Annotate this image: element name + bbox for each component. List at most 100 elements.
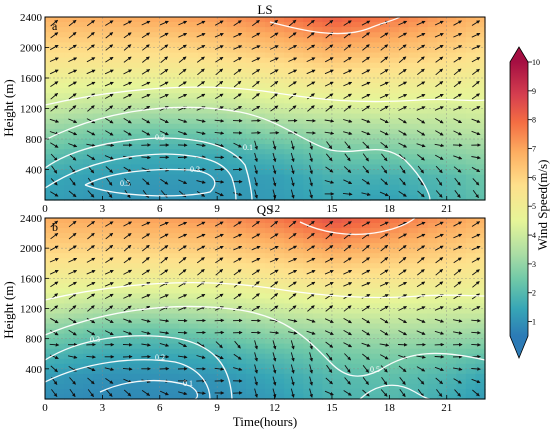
panel-a: LS 0.10.20.30.5 a 0 3 6 9 12 15 18 21 400800120… [1,2,486,215]
heatmap-cell [370,388,381,395]
x-tick-label: 6 [157,402,163,414]
heatmap-cell [102,174,113,181]
wind-arrow [178,130,188,136]
heatmap-cell [427,98,438,105]
heatmap-cell [293,123,304,130]
wind-arrow [68,118,78,123]
heatmap-cell [226,288,237,295]
heatmap-cell [398,253,410,259]
heatmap-cell [370,123,381,130]
heatmap-cell [73,383,84,390]
wind-arrow [324,318,334,323]
heatmap-cell [178,42,190,49]
heatmap-cell [465,258,477,264]
heatmap-cell [446,67,457,74]
heatmap-cell [456,108,467,115]
heatmap-cell [465,22,477,28]
wind-arrow [472,389,480,397]
wind-arrow [325,377,333,385]
heatmap-cell [446,343,457,350]
heatmap-cell [379,353,390,360]
wind-arrow [398,330,408,336]
wind-arrow [362,244,370,252]
heatmap-cell [312,368,323,375]
heatmap-cell [54,378,65,385]
heatmap-cell [274,179,285,186]
heatmap-cell [341,343,352,350]
heatmap-cell [456,78,467,84]
wind-arrow [471,106,481,111]
heatmap-cell [236,348,247,355]
heatmap-cell [45,283,56,289]
heatmap-cell [198,32,209,38]
heatmap-cell [140,159,151,166]
heatmap-cell [265,228,276,234]
wind-arrow [434,44,444,51]
heatmap-cell [379,154,390,160]
heatmap-cell [265,393,276,400]
heatmap-cell [389,328,400,335]
heatmap-cell [255,47,266,54]
heatmap-cell [322,154,333,160]
heatmap-cell [245,243,257,249]
heatmap-cell [207,348,218,355]
heatmap-cell [418,233,429,239]
heatmap-cell [475,164,486,171]
heatmap-cell [456,62,467,69]
heatmap-cell [408,103,419,110]
heatmap-cell [236,37,247,44]
heatmap-cell [45,189,56,196]
heatmap-cell [217,348,228,355]
heatmap-cell [274,17,285,23]
heatmap-cell [45,22,56,28]
heatmap-cell [370,233,381,239]
heatmap-cell [418,343,429,350]
heatmap-cell [456,338,467,345]
heatmap-cell [360,363,371,370]
heatmap-cell [121,373,132,380]
wind-arrow [343,20,352,26]
heatmap-cell [389,233,400,239]
heatmap-cell [437,184,448,191]
heatmap-cell [351,62,362,69]
wind-arrow [272,140,277,150]
heatmap-cell [188,118,199,125]
heatmap-cell [265,128,276,135]
heatmap-cell [92,318,103,325]
heatmap-cell [83,88,94,94]
heatmap-cell [150,383,161,390]
heatmap-cell [226,184,237,191]
heatmap-cell [427,169,438,176]
wind-arrow [49,69,59,75]
heatmap-cell [54,393,65,400]
heatmap-cell [351,42,362,49]
heatmap-cell [398,154,410,160]
wind-arrow [269,330,280,335]
heatmap-cell [245,228,257,234]
wind-arrow [177,318,188,323]
heatmap-cell [265,238,276,244]
heatmap-cell [188,228,199,234]
heatmap-cell [64,159,75,166]
heatmap-cell [379,123,390,130]
heatmap-cell [111,363,123,370]
heatmap-cell [475,93,486,99]
heatmap-cell [475,333,486,340]
wind-arrow [104,282,114,287]
heatmap-cell [418,323,429,330]
heatmap-cell [456,283,467,289]
heatmap-cell [159,128,170,135]
heatmap-cell [102,308,113,315]
heatmap-cell [73,42,84,49]
heatmap-cell [274,308,285,315]
heatmap-cell [408,194,419,201]
heatmap-cell [255,144,266,150]
heatmap-cell [169,93,180,99]
heatmap-cell [54,228,65,234]
heatmap-cell [255,93,266,99]
heatmap-cell [245,93,257,99]
heatmap-cell [111,393,123,400]
heatmap-cell [475,159,486,166]
heatmap-cell [274,348,285,355]
heatmap-cell [111,169,123,176]
